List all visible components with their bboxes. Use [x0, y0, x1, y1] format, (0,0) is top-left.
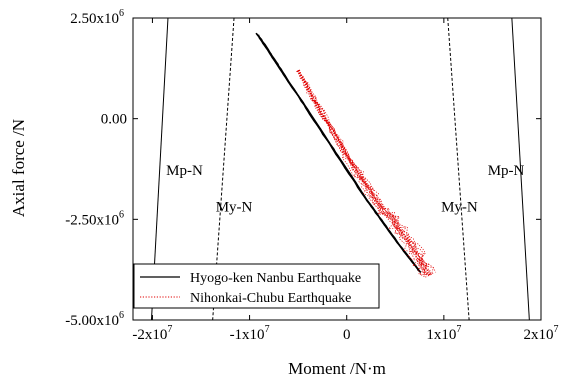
y-tick-label: 0.00: [101, 112, 127, 128]
axis-ticks: -2x107 -1x107 0 1x107 2x107 2.50x106 0.00 -2.50…: [65, 8, 558, 343]
y-tick-label: 2.50x106: [70, 8, 124, 27]
plot-content: [150, 18, 530, 320]
x-tick-label: -1x107: [230, 324, 270, 343]
plot-frame: [132, 17, 542, 321]
series-line-nihonkai: [299, 69, 429, 277]
y-tick-label: -5.00x106: [65, 310, 124, 329]
y-tick-label: -2.50x106: [65, 209, 124, 228]
series-line-nihonkai: [296, 70, 433, 275]
interaction-curve-mp-n-right: [511, 18, 530, 320]
series-line-nihonkai: [297, 70, 437, 273]
series-line-hyogo: [255, 33, 422, 273]
series-hyogo: [255, 32, 422, 273]
series-line-nihonkai: [297, 70, 427, 278]
curve-label: Mp-N: [488, 163, 525, 179]
curve-label: My-N: [441, 199, 478, 215]
legend-label-hyogo: Hyogo-ken Nanbu Earthquake: [190, 271, 361, 286]
legend: Hyogo-ken Nanbu Earthquake Nihonkai-Chub…: [133, 263, 380, 309]
x-tick-label: 2x107: [524, 324, 559, 343]
series-line-nihonkai: [298, 69, 428, 277]
legend-label-nihonkai: Nihonkai-Chubu Earthquake: [190, 291, 351, 306]
series-line-nihonkai: [296, 70, 434, 275]
x-tick-label: 1x107: [426, 324, 461, 343]
x-axis-label: Moment /N·m: [288, 359, 386, 378]
series-nihonkai: [296, 69, 437, 278]
curve-label: Mp-N: [166, 163, 203, 179]
series-line-nihonkai: [297, 70, 428, 278]
curve-label: My-N: [216, 199, 253, 215]
series-line-hyogo: [255, 32, 421, 273]
x-tick-label: 0: [343, 327, 351, 343]
interaction-curve-my-n-right: [447, 18, 470, 320]
series-line-nihonkai: [297, 70, 432, 275]
x-tick-label: -2x107: [132, 324, 172, 343]
legend-box: [133, 263, 380, 309]
series-line-nihonkai: [297, 70, 434, 275]
series-line-nihonkai: [297, 70, 432, 275]
y-axis-label: Axial force /N: [9, 119, 28, 217]
curve-labels: Mp-N My-N My-N Mp-N: [166, 163, 524, 215]
series-line-hyogo: [257, 34, 422, 273]
series-line-nihonkai: [297, 70, 432, 276]
